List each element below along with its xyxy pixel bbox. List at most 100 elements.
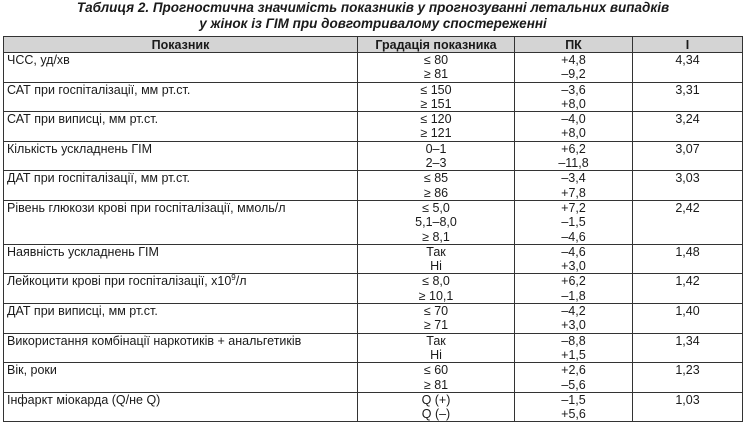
table-row: Вік, роки ≤ 60 ≥ 81 +2,6 –5,6 1,23 [3,362,743,393]
indicator-superscript: 9 [231,273,236,283]
gradation-cell: ≤ 8,0 ≥ 10,1 [357,273,515,305]
table-row: САТ при госпіталізації, мм рт.ст. ≤ 150 ≥ … [3,81,743,113]
pk-value: –4,6 [561,244,586,259]
i-value-cell: 3,24 [632,111,743,142]
gradation-value: ≤ 80 [423,53,449,67]
pk-cell: –3,6 +8,0 [514,81,633,113]
gradation-value: ≥ 121 [420,126,452,141]
indicator-cell: Кількість ускладнень ГІМ [3,140,358,172]
pk-value: –8,8 [561,333,586,348]
pk-value: +8,0 [561,126,586,141]
pk-value: –4,0 [561,112,586,127]
indicator-cell: Вік, роки [3,362,358,393]
gradation-value: ≤ 85 [423,171,449,186]
gradation-value: Так [426,333,446,348]
gradation-value: ≤ 150 [420,82,452,97]
indicator-cell: Використання комбінації наркотиків + ана… [3,332,358,364]
i-value-cell: 1,23 [632,362,743,393]
gradation-value: ≥ 10,1 [418,288,454,303]
table-row: ДАТ при госпіталізації, мм рт.ст. ≤ 85 ≥ 8… [3,170,743,201]
gradation-cell: ≤ 70 ≥ 71 [357,303,515,334]
gradation-value: ≥ 86 [423,185,449,200]
table-row: Використання комбінації наркотиків + ана… [3,332,743,364]
pk-value: +2,6 [561,363,586,378]
indicator-cell: САТ при госпіталізації, мм рт.ст. [3,81,358,113]
pk-value: +7,2 [561,200,586,215]
gradation-cell: ≤ 60 ≥ 81 [357,362,515,393]
pk-cell: –8,8 +1,5 [514,332,633,364]
gradation-cell: ≤ 120 ≥ 121 [357,111,515,142]
gradation-value: ≤ 60 [423,363,449,378]
table-row: Лейкоцити крові при госпіталізації, х109… [3,273,743,305]
gradation-cell: Так Ні [357,332,515,364]
header-i: I [632,36,743,53]
indicator-unit: /л [235,274,247,289]
gradation-value: ≥ 81 [423,377,449,392]
caption-line-2: у жінок із ГІМ при довготривалому спосте… [199,16,547,31]
pk-cell: –4,6 +3,0 [514,243,633,275]
pk-cell: –1,5 +5,6 [514,391,633,423]
gradation-value: Так [426,244,446,259]
i-value-cell: 3,07 [632,140,743,172]
prognostic-table: Показник Градація показника ПК I ЧСС, уд… [3,36,743,423]
gradation-value: Q (+) [421,392,451,407]
gradation-cell: ≤ 5,0 5,1–8,0 ≥ 8,1 [357,199,515,245]
gradation-value: 2–3 [425,156,447,171]
pk-cell: +2,6 –5,6 [514,362,633,393]
pk-cell: +7,2 –1,5 –4,6 [514,199,633,245]
pk-cell: –4,0 +8,0 [514,111,633,142]
gradation-cell: ≤ 150 ≥ 151 [357,81,515,113]
i-value-cell: 4,34 [632,52,743,83]
gradation-value: 0–1 [425,141,447,156]
pk-value: +8,0 [561,96,586,111]
pk-cell: –4,2 +3,0 [514,303,633,334]
indicator-cell: ДАТ при госпіталізації, мм рт.ст. [3,170,358,201]
gradation-cell: ≤ 85 ≥ 86 [357,170,515,201]
gradation-value: ≤ 120 [420,112,452,127]
gradation-value: ≤ 70 [423,304,449,319]
header-gradation: Градація показника [357,36,515,53]
gradation-cell: ≤ 80 ≥ 81 [357,52,515,83]
pk-value: +3,0 [561,318,586,333]
pk-value: +1,5 [561,347,586,362]
table-row: САТ при виписці, мм рт.ст. ≤ 120 ≥ 121 –4,0… [3,111,743,142]
indicator-cell: Наявність ускладнень ГІМ [3,243,358,275]
pk-value: +6,2 [561,274,586,289]
i-value-cell: 3,03 [632,170,743,201]
i-value-cell: 1,40 [632,303,743,334]
i-value-cell: 1,34 [632,332,743,364]
indicator-cell: Рівень глюкози крові при госпіталізації,… [3,199,358,245]
gradation-value: Ні [430,347,442,362]
indicator-cell: ЧСС, уд/хв [3,52,358,83]
header-pk: ПК [514,36,633,53]
table-row: ДАТ при виписці, мм рт.ст. ≤ 70 ≥ 71 –4,2 +3… [3,303,743,334]
i-value-cell: 1,42 [632,273,743,305]
pk-value: +7,8 [561,185,586,200]
gradation-cell: Q (+) Q (–) [357,391,515,423]
gradation-value: ≥ 71 [423,318,449,333]
pk-value: –1,5 [561,215,586,230]
pk-value: –11,8 [558,156,589,171]
pk-value: +6,2 [561,141,586,156]
table-row: Кількість ускладнень ГІМ 0–1 2–3 +6,2 –11,8 3… [3,140,743,172]
gradation-value: ≤ 8,0 [422,274,450,289]
pk-value: –3,4 [561,171,586,186]
gradation-value: ≥ 151 [420,96,452,111]
gradation-value: 5,1–8,0 [415,215,457,230]
pk-value: +5,6 [561,407,586,422]
pk-cell: +6,2 –1,8 [514,273,633,305]
gradation-value: ≤ 5,0 [422,200,450,215]
table-caption: Таблиця 2. Прогностична значимість показ… [0,0,746,33]
table-body: ЧСС, уд/хв ≤ 80 ≥ 81 +4,8 –9,2 4,34 САТ при го… [3,52,743,423]
gradation-cell: Так Ні [357,243,515,275]
gradation-value: ≥ 8,1 [422,229,450,244]
i-value-cell: 3,31 [632,81,743,113]
caption-line-1: Таблиця 2. Прогностична значимість показ… [76,0,670,15]
pk-value: –5,6 [561,377,586,392]
pk-cell: +4,8 –9,2 [514,52,633,83]
indicator-cell: ДАТ при виписці, мм рт.ст. [3,303,358,334]
table-row: Рівень глюкози крові при госпіталізації,… [3,199,743,245]
gradation-value: Q (–) [421,407,451,422]
pk-value: –1,5 [561,392,586,407]
indicator-cell: Лейкоцити крові при госпіталізації, х109… [3,273,358,305]
